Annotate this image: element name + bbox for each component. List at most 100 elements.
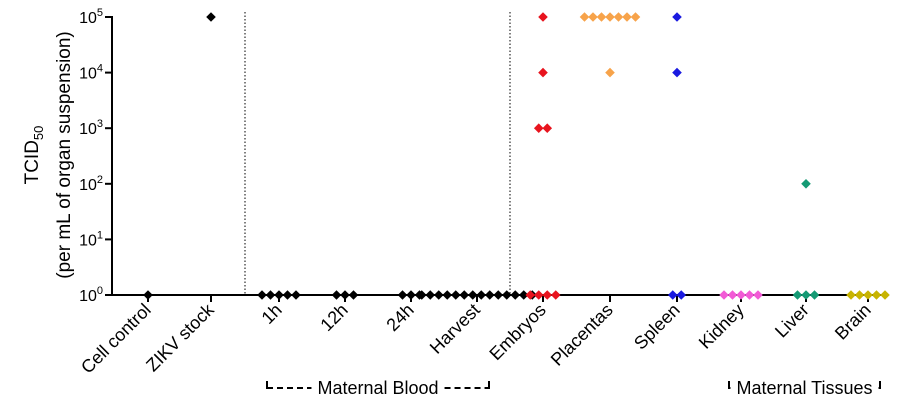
- x-tick-label: 24h: [382, 300, 417, 335]
- data-point: [667, 290, 678, 300]
- data-point: [406, 290, 416, 300]
- data-point: [525, 290, 536, 300]
- data-point: [613, 12, 624, 22]
- data-point: [622, 12, 632, 22]
- data-point: [291, 290, 301, 300]
- data-point: [510, 290, 521, 300]
- x-tick-label: Brain: [831, 300, 875, 344]
- data-point: [274, 290, 284, 300]
- data-point: [538, 12, 548, 22]
- data-point: [880, 290, 890, 300]
- data-point: [605, 67, 615, 78]
- data-point: [533, 123, 544, 133]
- data-point: [672, 67, 682, 78]
- data-point: [257, 290, 267, 300]
- y-tick-label-base: 10: [79, 66, 97, 83]
- data-point: [442, 290, 453, 300]
- data-point: [801, 179, 811, 189]
- data-point: [542, 123, 553, 133]
- y-tick-label-exponent: 5: [97, 7, 103, 19]
- y-tick-label: 103: [79, 118, 103, 138]
- x-tick-label: Spleen: [630, 300, 684, 354]
- y-axis-title-line2: (per mL of organ suspension): [54, 31, 75, 278]
- data-point: [809, 290, 820, 300]
- data-point: [846, 290, 856, 300]
- data-point: [753, 290, 763, 300]
- x-tick-label: Kidney: [695, 300, 748, 353]
- y-tick-label-exponent: 0: [97, 285, 103, 297]
- data-point: [871, 290, 882, 300]
- group-separators: [244, 12, 511, 295]
- data-point: [467, 290, 478, 300]
- data-point: [854, 290, 865, 300]
- data-point: [484, 290, 495, 300]
- data-point: [588, 12, 598, 22]
- group-label: Maternal Tissues: [736, 378, 872, 398]
- y-tick-label: 100: [79, 285, 103, 305]
- data-point: [331, 290, 342, 300]
- data-point: [542, 290, 553, 300]
- x-tick-label: Harvest: [426, 300, 484, 358]
- y-tick-label-base: 10: [79, 288, 97, 305]
- data-point: [425, 290, 436, 300]
- group-bracket: Maternal Tissues: [728, 378, 881, 398]
- data-point: [206, 12, 216, 22]
- data-point: [736, 290, 746, 300]
- data-point: [282, 290, 293, 300]
- data-point: [596, 12, 607, 22]
- data-point: [630, 12, 641, 22]
- x-tick-label: Cell control: [77, 300, 155, 378]
- data-point: [550, 290, 561, 300]
- data-point: [450, 290, 461, 300]
- data-point: [518, 290, 529, 300]
- data-point: [476, 290, 487, 300]
- data-point: [459, 290, 470, 300]
- group-bracket: Maternal Blood: [266, 378, 490, 398]
- y-axis-title-line1: TCID50: [22, 126, 46, 185]
- data-point: [579, 12, 590, 22]
- data-point: [348, 290, 359, 300]
- y-axis-title-subscript: 50: [31, 126, 46, 140]
- y-tick-label-base: 10: [79, 121, 97, 138]
- y-tick-label: 101: [79, 229, 103, 249]
- x-tick-label: 1h: [258, 300, 286, 328]
- y-axis-title-main: TCID: [22, 140, 43, 184]
- data-point: [416, 290, 427, 300]
- data-point: [792, 290, 803, 300]
- y-tick-label-base: 10: [79, 177, 97, 194]
- data-point: [744, 290, 755, 300]
- x-tick-label: Placentas: [547, 300, 617, 370]
- x-tick-label: Liver: [771, 300, 813, 342]
- y-tick-label: 102: [79, 174, 103, 194]
- data-point: [538, 67, 548, 78]
- y-tick-label-exponent: 3: [97, 118, 103, 130]
- data-point: [397, 290, 408, 300]
- y-tick-label-exponent: 1: [97, 229, 103, 241]
- y-tick-label-base: 10: [79, 232, 97, 249]
- data-point: [433, 290, 444, 300]
- data-points: [143, 12, 890, 300]
- y-tick-label-exponent: 2: [97, 174, 103, 186]
- data-point: [801, 290, 811, 300]
- data-point: [143, 290, 153, 300]
- data-point: [863, 290, 873, 300]
- data-point: [265, 290, 276, 300]
- y-tick-label: 104: [79, 63, 103, 83]
- group-brackets: Maternal Blood Maternal Tissues: [266, 378, 881, 398]
- x-tick-label: Embryos: [485, 300, 549, 364]
- x-tick-label: ZIKV stock: [142, 299, 218, 375]
- y-tick-label-exponent: 4: [97, 63, 103, 75]
- data-point: [340, 290, 350, 300]
- data-point: [719, 290, 729, 300]
- data-point: [501, 290, 512, 300]
- y-tick-label: 105: [79, 7, 103, 27]
- data-point: [605, 12, 615, 22]
- data-point: [493, 290, 504, 300]
- data-point: [727, 290, 738, 300]
- data-point: [672, 12, 682, 22]
- y-axis-title: TCID50 (per mL of organ suspension): [22, 31, 75, 278]
- y-tick-label-base: 10: [79, 10, 97, 27]
